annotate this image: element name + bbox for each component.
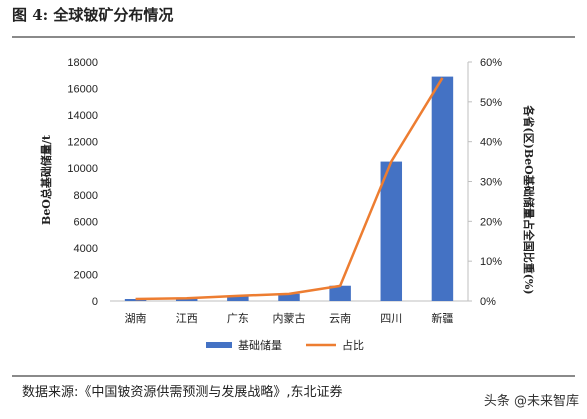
y-tick-label: 18000: [67, 57, 98, 69]
x-tick-label: 湖南: [125, 312, 147, 325]
y2-tick-label: 30%: [480, 177, 502, 189]
bar: [227, 295, 249, 301]
y-tick-label: 12000: [67, 137, 98, 149]
bar: [329, 285, 351, 301]
right-axis: 0% 10% 20% 30% 40% 50% 60%: [110, 57, 502, 308]
x-tick-label: 江西: [176, 312, 198, 325]
category-labels: 湖南 江西 广东 内蒙古 云南 四川 新疆: [125, 311, 454, 325]
legend: 基础储量 占比: [206, 338, 364, 352]
source-note: 数据来源:《中国铍资源供需预测与发展战略》,东北证券: [22, 385, 343, 400]
legend-swatch-bar: [206, 342, 232, 348]
y-tick-label: 16000: [67, 84, 98, 96]
title-divider: [12, 36, 575, 38]
y-tick-label: 0: [92, 296, 98, 308]
y-axis-label: BeO总基础储量/t: [39, 134, 53, 225]
left-axis: 0 2000 4000 6000 8000 10000 12000 14000 16000 180…: [67, 57, 98, 308]
x-tick-label: 内蒙古: [273, 311, 306, 325]
y2-tick-label: 60%: [480, 57, 502, 69]
bar: [380, 161, 403, 301]
chart: 0 2000 4000 6000 8000 10000 12000 14000 16000 180…: [39, 57, 536, 352]
bar: [278, 293, 300, 301]
x-tick-label: 四川: [380, 312, 402, 325]
figure-title: 图 4: 全球铍矿分布情况: [12, 6, 174, 24]
y2-axis-label: 各省(区)BeO基础储量占全国比重(%): [522, 104, 536, 294]
x-tick-label: 新疆: [431, 311, 453, 325]
y-tick-label: 14000: [67, 110, 98, 122]
x-tick-label: 云南: [329, 312, 351, 325]
y-tick-label: 8000: [74, 190, 98, 202]
bar: [431, 76, 454, 301]
legend-label-bar: 基础储量: [238, 338, 282, 352]
bar: [175, 298, 198, 301]
y2-tick-label: 40%: [480, 137, 502, 149]
y-tick-label: 4000: [74, 243, 98, 255]
y2-tick-label: 20%: [480, 216, 502, 228]
source-divider: [12, 375, 575, 377]
x-tick-label: 广东: [227, 312, 249, 325]
y2-tick-label: 10%: [480, 256, 502, 268]
line-series: [135, 77, 444, 301]
bar: [124, 299, 147, 301]
y2-tick-label: 0%: [480, 296, 496, 308]
y-tick-label: 2000: [74, 269, 98, 281]
y-tick-label: 6000: [74, 216, 98, 228]
watermark: 头条 @未来智库: [483, 394, 579, 409]
legend-label-line: 占比: [342, 338, 364, 352]
bar-series: [124, 76, 454, 301]
y2-tick-label: 50%: [480, 97, 502, 109]
y-tick-label: 10000: [67, 163, 98, 175]
